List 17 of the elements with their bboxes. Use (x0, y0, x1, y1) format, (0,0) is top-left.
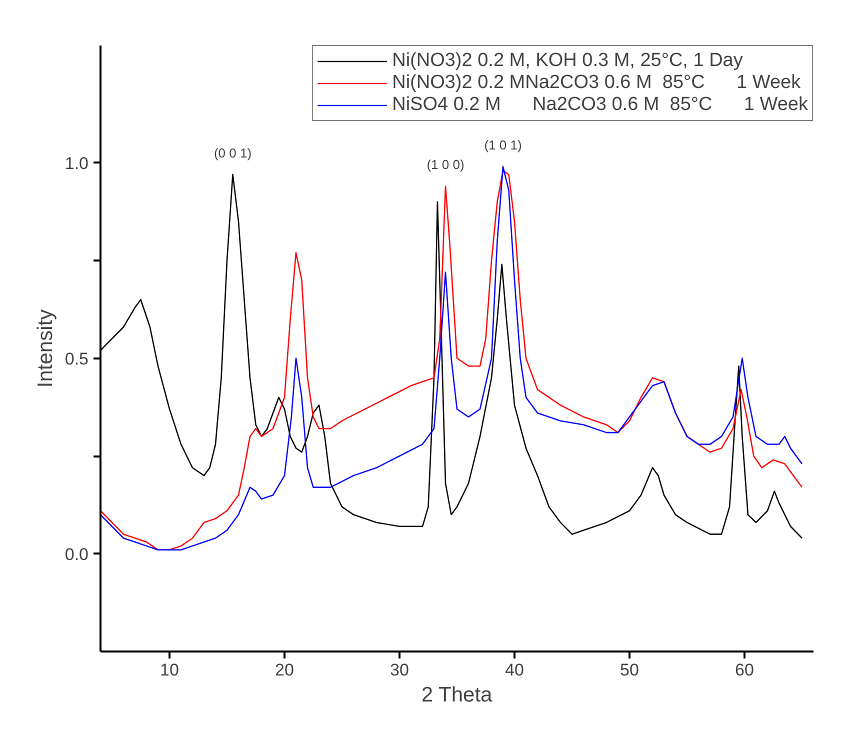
annotation: (1 0 1) (484, 138, 522, 153)
y-tick-label: 0.5 (64, 349, 89, 368)
y-axis-title: Intensity (34, 308, 57, 388)
x-tick-label: 10 (160, 660, 179, 680)
legend-label: Ni(NO3)2 0.2 M, KOH 0.3 M, 25°C, 1 Day (392, 50, 743, 72)
x-tick-label: 30 (390, 660, 409, 680)
x-axis-title: 2 Theta (421, 684, 493, 706)
legend-label: Ni(NO3)2 0.2 MNa2CO3 0.6 M 85°C 1 Week (392, 72, 801, 94)
y-tick-label: 0.0 (64, 544, 89, 564)
annotation: (1 0 0) (426, 157, 464, 172)
x-tick-label: 20 (275, 660, 294, 680)
legend-label: NiSO4 0.2 M Na2CO3 0.6 M 85°C 1 Week (392, 94, 808, 116)
x-tick-label: 50 (620, 660, 639, 680)
y-tick-label: 1.0 (64, 154, 89, 173)
x-tick-label: 40 (505, 660, 524, 680)
x-tick-label: 60 (735, 660, 754, 680)
annotation: (0 0 1) (214, 146, 252, 161)
